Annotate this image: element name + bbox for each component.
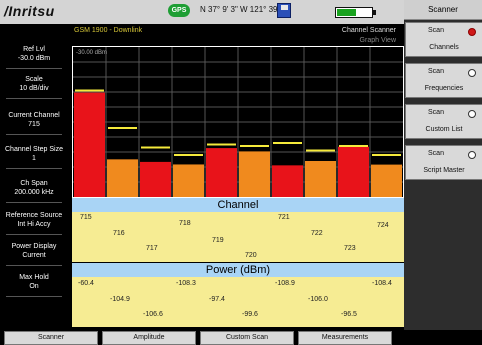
channel-bar-720	[239, 151, 270, 197]
battery-icon	[335, 7, 373, 18]
softkey-line2: Custom List	[425, 126, 463, 133]
radio-unselected-icon	[468, 69, 476, 77]
divider	[6, 134, 62, 135]
gps-indicator: GPS	[168, 4, 190, 17]
softkey-line1: Scan	[428, 109, 444, 116]
channel-bar-722	[305, 161, 336, 197]
power-value: -108.3	[176, 280, 196, 287]
battery-tip	[373, 10, 376, 15]
divider	[6, 265, 62, 266]
reference-source-label: Reference Source	[5, 212, 63, 219]
power-value: -99.6	[242, 311, 258, 318]
channel-step-label: Channel Step Size	[5, 146, 63, 153]
channel-value: 723	[344, 245, 356, 252]
radio-selected-icon	[468, 28, 476, 36]
divider	[6, 168, 62, 169]
band-label: GSM 1900 - Downlink	[74, 27, 143, 34]
tab-measurements[interactable]: Measurements	[298, 331, 392, 345]
channel-bar-chart	[72, 46, 404, 198]
settings-panel: Ref Lvl -30.0 dBm Scale 10 dB/div Curren…	[0, 24, 68, 331]
channel-value: 720	[245, 252, 257, 259]
power-band-title: Power (dBm)	[72, 263, 404, 277]
divider	[6, 98, 62, 99]
power-value: -96.5	[341, 311, 357, 318]
power-value: -106.6	[143, 311, 163, 318]
battery-fill	[337, 9, 356, 16]
anritsu-logo: /Inritsu	[4, 3, 55, 19]
current-channel-value: 715	[28, 121, 40, 128]
max-hold-value: On	[29, 283, 39, 290]
channel-bar-724	[371, 164, 402, 197]
ref-level-value: -30.0 dBm	[17, 55, 51, 62]
softkey-line2: Frequencies	[424, 85, 464, 92]
tab-scanner[interactable]: Scanner	[4, 331, 98, 345]
power-value: -108.9	[275, 280, 295, 287]
channel-value: 722	[311, 230, 323, 237]
channel-bar-716	[107, 159, 138, 197]
scan-custom-list-button[interactable]: Scan Custom List	[405, 104, 482, 139]
divider	[6, 202, 62, 203]
channel-value: 719	[212, 237, 224, 244]
radio-unselected-icon	[468, 151, 476, 159]
view-label: Graph View	[359, 37, 396, 44]
scan-frequencies-button[interactable]: Scan Frequencies	[405, 63, 482, 98]
ref-level-marker: -30.00 dBm	[76, 50, 108, 56]
tab-custom-scan[interactable]: Custom Scan	[200, 331, 294, 345]
channel-value: 716	[113, 230, 125, 237]
softkey-menu-title: Scanner	[404, 0, 482, 20]
current-channel-label: Current Channel	[8, 112, 60, 119]
scan-channels-button[interactable]: Scan Channels	[405, 22, 482, 57]
tab-amplitude[interactable]: Amplitude	[102, 331, 196, 345]
scale-value: 10 dB/div	[19, 85, 49, 92]
softkey-line2: Channels	[429, 44, 459, 51]
power-value: -104.9	[110, 296, 130, 303]
channel-value: 715	[80, 214, 92, 221]
scan-script-master-button[interactable]: Scan Script Master	[405, 145, 482, 180]
save-icon[interactable]	[277, 3, 291, 18]
chart-canvas	[73, 47, 403, 197]
channel-bar-718	[173, 164, 204, 197]
softkey-line1: Scan	[428, 150, 444, 157]
channel-value: 718	[179, 220, 191, 227]
softkey-line2: Script Master	[423, 167, 465, 174]
power-value: -97.4	[209, 296, 225, 303]
ch-span-value: 200.000 kHz	[14, 189, 54, 196]
channel-bar-719	[206, 148, 237, 197]
channel-bar-721	[272, 165, 303, 197]
power-values-band: -60.4 -104.9 -106.6 -108.3 -97.4 -99.6 -…	[72, 277, 404, 327]
power-value: -108.4	[372, 280, 392, 287]
divider	[6, 68, 62, 69]
power-display-value: Current	[22, 252, 46, 259]
reference-source-value: Int Hi Accy	[17, 221, 51, 228]
power-display-label: Power Display	[11, 243, 57, 250]
channel-bar-723	[338, 146, 369, 197]
divider	[6, 234, 62, 235]
power-value: -60.4	[78, 280, 94, 287]
softkey-line1: Scan	[428, 68, 444, 75]
gps-coordinates: N 37° 9' 3" W 121° 39' 5"	[200, 5, 289, 14]
channel-band-title: Channel	[72, 198, 404, 212]
channel-value: 717	[146, 245, 158, 252]
scale-label: Scale	[25, 76, 43, 83]
radio-unselected-icon	[468, 110, 476, 118]
channel-value: 721	[278, 214, 290, 221]
power-value: -106.0	[308, 296, 328, 303]
max-hold-label: Max Hold	[19, 274, 49, 281]
channel-bar-717	[140, 161, 171, 197]
mode-title: Channel Scanner	[341, 27, 396, 34]
divider	[6, 296, 62, 297]
channel-step-value: 1	[32, 155, 36, 162]
softkey-line1: Scan	[428, 27, 444, 34]
ref-level-label: Ref Lvl	[23, 46, 45, 53]
channel-bar-715	[74, 92, 105, 197]
channel-value: 724	[377, 222, 389, 229]
channel-values-band: 715 716 717 718 719 720 721 722 723 724	[72, 212, 404, 262]
ch-span-label: Ch Span	[20, 180, 48, 187]
